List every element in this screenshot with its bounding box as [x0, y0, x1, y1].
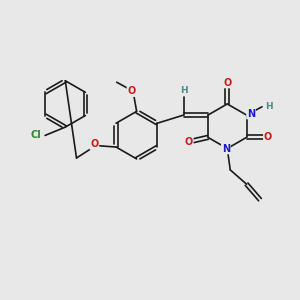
Text: H: H: [265, 102, 272, 111]
Text: N: N: [247, 109, 255, 118]
Text: N: N: [222, 143, 230, 154]
Text: O: O: [90, 139, 98, 149]
Text: O: O: [223, 77, 231, 88]
Text: Cl: Cl: [31, 130, 41, 140]
Text: O: O: [184, 137, 193, 147]
Text: O: O: [264, 132, 272, 142]
Text: O: O: [128, 86, 136, 96]
Text: H: H: [180, 86, 188, 95]
